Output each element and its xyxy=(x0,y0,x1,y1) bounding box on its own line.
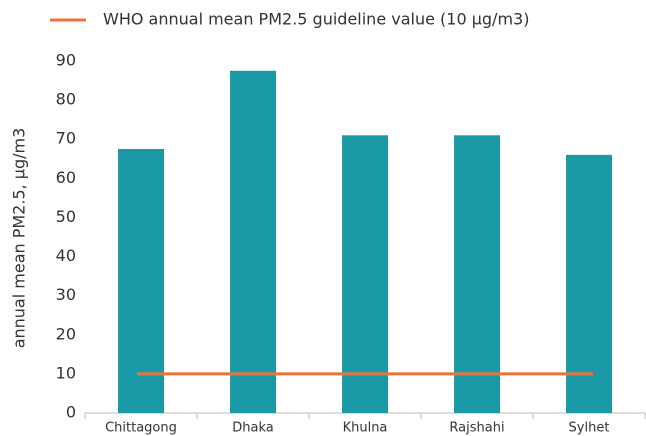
x-tick-label: Khulna xyxy=(343,421,388,436)
bar xyxy=(566,154,612,413)
y-tick-label: 10 xyxy=(56,363,76,382)
y-axis-label: annual mean PM2.5, µg/m3 xyxy=(10,128,29,349)
x-tick-label: Dhaka xyxy=(232,421,273,436)
y-tick-label: 40 xyxy=(56,246,76,265)
y-tick-label: 80 xyxy=(56,90,76,109)
x-tick-label: Chittagong xyxy=(105,421,177,436)
bar xyxy=(118,149,164,413)
x-tick-label: Rajshahi xyxy=(449,421,504,436)
y-tick-label: 70 xyxy=(56,129,76,148)
bar xyxy=(230,70,276,414)
x-tick-label: Sylhet xyxy=(569,421,610,436)
y-tick-label: 50 xyxy=(56,207,76,226)
legend-label: WHO annual mean PM2.5 guideline value (1… xyxy=(103,10,529,29)
y-tick-label: 60 xyxy=(56,168,76,187)
bar xyxy=(454,135,500,414)
y-tick-label: 30 xyxy=(56,285,76,304)
y-tick-label: 90 xyxy=(56,51,76,70)
y-tick-label: 20 xyxy=(56,324,76,343)
y-tick-label: 0 xyxy=(66,403,76,422)
bar xyxy=(342,135,388,414)
